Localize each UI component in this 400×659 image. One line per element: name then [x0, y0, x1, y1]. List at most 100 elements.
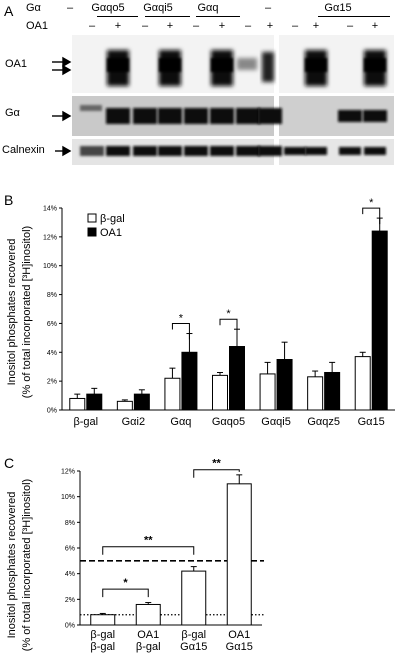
oa1-band-core: [211, 58, 233, 72]
chart-b-legend: β-gal OA1: [87, 213, 125, 239]
chart-c-category-label: β-gal: [90, 629, 115, 641]
galpha-band: [106, 108, 130, 124]
calnexin-band: [158, 146, 182, 156]
lane-group-label: Gαqi5: [143, 2, 173, 14]
chart-b-bar: [229, 346, 245, 411]
chart-b-bar: [354, 356, 371, 411]
legend-label-oa1: OA1: [100, 227, 122, 239]
oa1-arrows: [52, 56, 72, 157]
calnexin-band: [364, 147, 386, 155]
galpha-band: [80, 105, 102, 111]
chart-c-ylabel-1: Inositol phosphates recovered: [6, 492, 18, 639]
chart-b-bar: [324, 371, 341, 411]
galpha-band: [184, 108, 208, 124]
western-blot: [52, 35, 394, 165]
calnexin-band: [133, 146, 157, 156]
chart-b-category-label: Gαqi5: [261, 416, 291, 428]
row-oa1-label: OA1: [26, 20, 49, 32]
chart-c-ytick-label: 10%: [61, 494, 75, 501]
oa1-band-core: [107, 58, 129, 72]
lane-group-label: –: [66, 2, 74, 14]
chart-c-category-label: Gα15: [180, 641, 207, 653]
chart-b-category-label: Gαq: [170, 416, 191, 428]
chart-b-ytick-label: 2%: [47, 379, 57, 386]
oa1-mark: +: [312, 20, 320, 32]
chart-b-sig-bracket: [362, 207, 381, 225]
lane-group-label: Gα15: [324, 2, 352, 14]
chart-b-bar: [371, 230, 388, 411]
chart-b-bar: [307, 376, 324, 411]
chart-b-ytick-label: 10%: [43, 263, 57, 270]
chart-b-category-label: Gαi2: [122, 416, 145, 428]
chart-c-bar: [90, 614, 116, 626]
chart-c-sig-bracket: [102, 546, 195, 555]
chart-c-sig-star: **: [212, 458, 221, 470]
chart-b-bar: [86, 393, 103, 411]
oa1-mark: +: [266, 20, 274, 32]
calnexin-band: [305, 147, 327, 155]
galpha-band: [158, 108, 182, 124]
chart-c-ylabel-2: (% of total incorporated [³H]inositol): [21, 479, 33, 651]
galpha-band: [210, 108, 234, 124]
chart-c-ytick-label: 12%: [61, 469, 75, 476]
calnexin-band: [210, 146, 234, 156]
chart-c: Inositol phosphates recovered (% of tota…: [6, 458, 264, 653]
chart-c-ytick-label: 4%: [65, 571, 75, 578]
blot-label-galpha: Gα: [5, 107, 20, 119]
chart-c-category-label: Gα15: [226, 641, 253, 653]
lane-group-underline: [97, 16, 138, 17]
oa1-mark: –: [141, 20, 149, 32]
calnexin-band: [258, 146, 282, 156]
chart-b-bar: [116, 400, 133, 411]
chart-b-bar: [259, 373, 276, 411]
chart-c-category-label: OA1: [137, 629, 159, 641]
oa1-mark: +: [371, 20, 379, 32]
oa1-mark: –: [192, 20, 200, 32]
lane-group-underline: [318, 16, 390, 17]
chart-b-sig-bracket: [171, 323, 190, 340]
chart-b: Inositol phosphates recovered (% of tota…: [6, 197, 395, 428]
chart-c-ytick-label: 2%: [65, 597, 75, 604]
chart-c-bar: [226, 483, 252, 626]
calnexin-band: [236, 146, 260, 156]
chart-b-sig-star: *: [179, 313, 184, 325]
chart-b-bar: [276, 359, 293, 411]
galpha-band: [363, 110, 387, 122]
panel-a-letter: A: [4, 3, 14, 19]
panel-c-letter: C: [4, 455, 15, 471]
oa1-band: [237, 58, 257, 70]
blot-label-oa1: OA1: [5, 58, 28, 70]
chart-c-ytick-label: 6%: [65, 546, 75, 553]
legend-swatch-bgal: [87, 213, 97, 223]
chart-c-category-label: β-gal: [90, 641, 115, 653]
chart-b-ytick-label: 4%: [47, 350, 57, 357]
chart-c-sig-bracket: [102, 588, 149, 598]
oa1-mark: –: [346, 20, 354, 32]
lane-group-underline: [145, 16, 190, 17]
oa1-mark: +: [114, 20, 122, 32]
calnexin-band: [284, 147, 306, 155]
oa1-band-core: [305, 58, 327, 72]
chart-b-bar: [164, 377, 181, 411]
oa1-mark: +: [166, 20, 174, 32]
chart-b-sig-star: *: [369, 197, 374, 209]
chart-c-ytick-label: 8%: [65, 520, 75, 527]
chart-b-sig-bracket: [219, 318, 238, 336]
chart-b-ylabel-2: (% of total incorporated [³H]inositol): [21, 226, 33, 398]
oa1-band: [262, 52, 274, 82]
lane-group-label: Gαqo5: [91, 2, 125, 14]
chart-b-sig-star: *: [226, 308, 231, 320]
chart-c-bar: [135, 603, 161, 626]
oa1-mark: –: [291, 20, 299, 32]
oa1-mark: –: [88, 20, 96, 32]
calnexin-band: [339, 147, 361, 155]
row-galpha-label: Gα: [26, 2, 41, 14]
chart-c-ytick-label: 0%: [65, 623, 75, 630]
chart-b-bar: [212, 374, 228, 411]
calnexin-band: [106, 146, 130, 156]
chart-b-ylabel-1: Inositol phosphates recovered: [6, 239, 18, 386]
legend-label-bgal: β-gal: [100, 213, 125, 225]
chart-b-ytick-label: 8%: [47, 292, 57, 299]
calnexin-band: [184, 146, 208, 156]
calnexin-band: [80, 146, 104, 156]
